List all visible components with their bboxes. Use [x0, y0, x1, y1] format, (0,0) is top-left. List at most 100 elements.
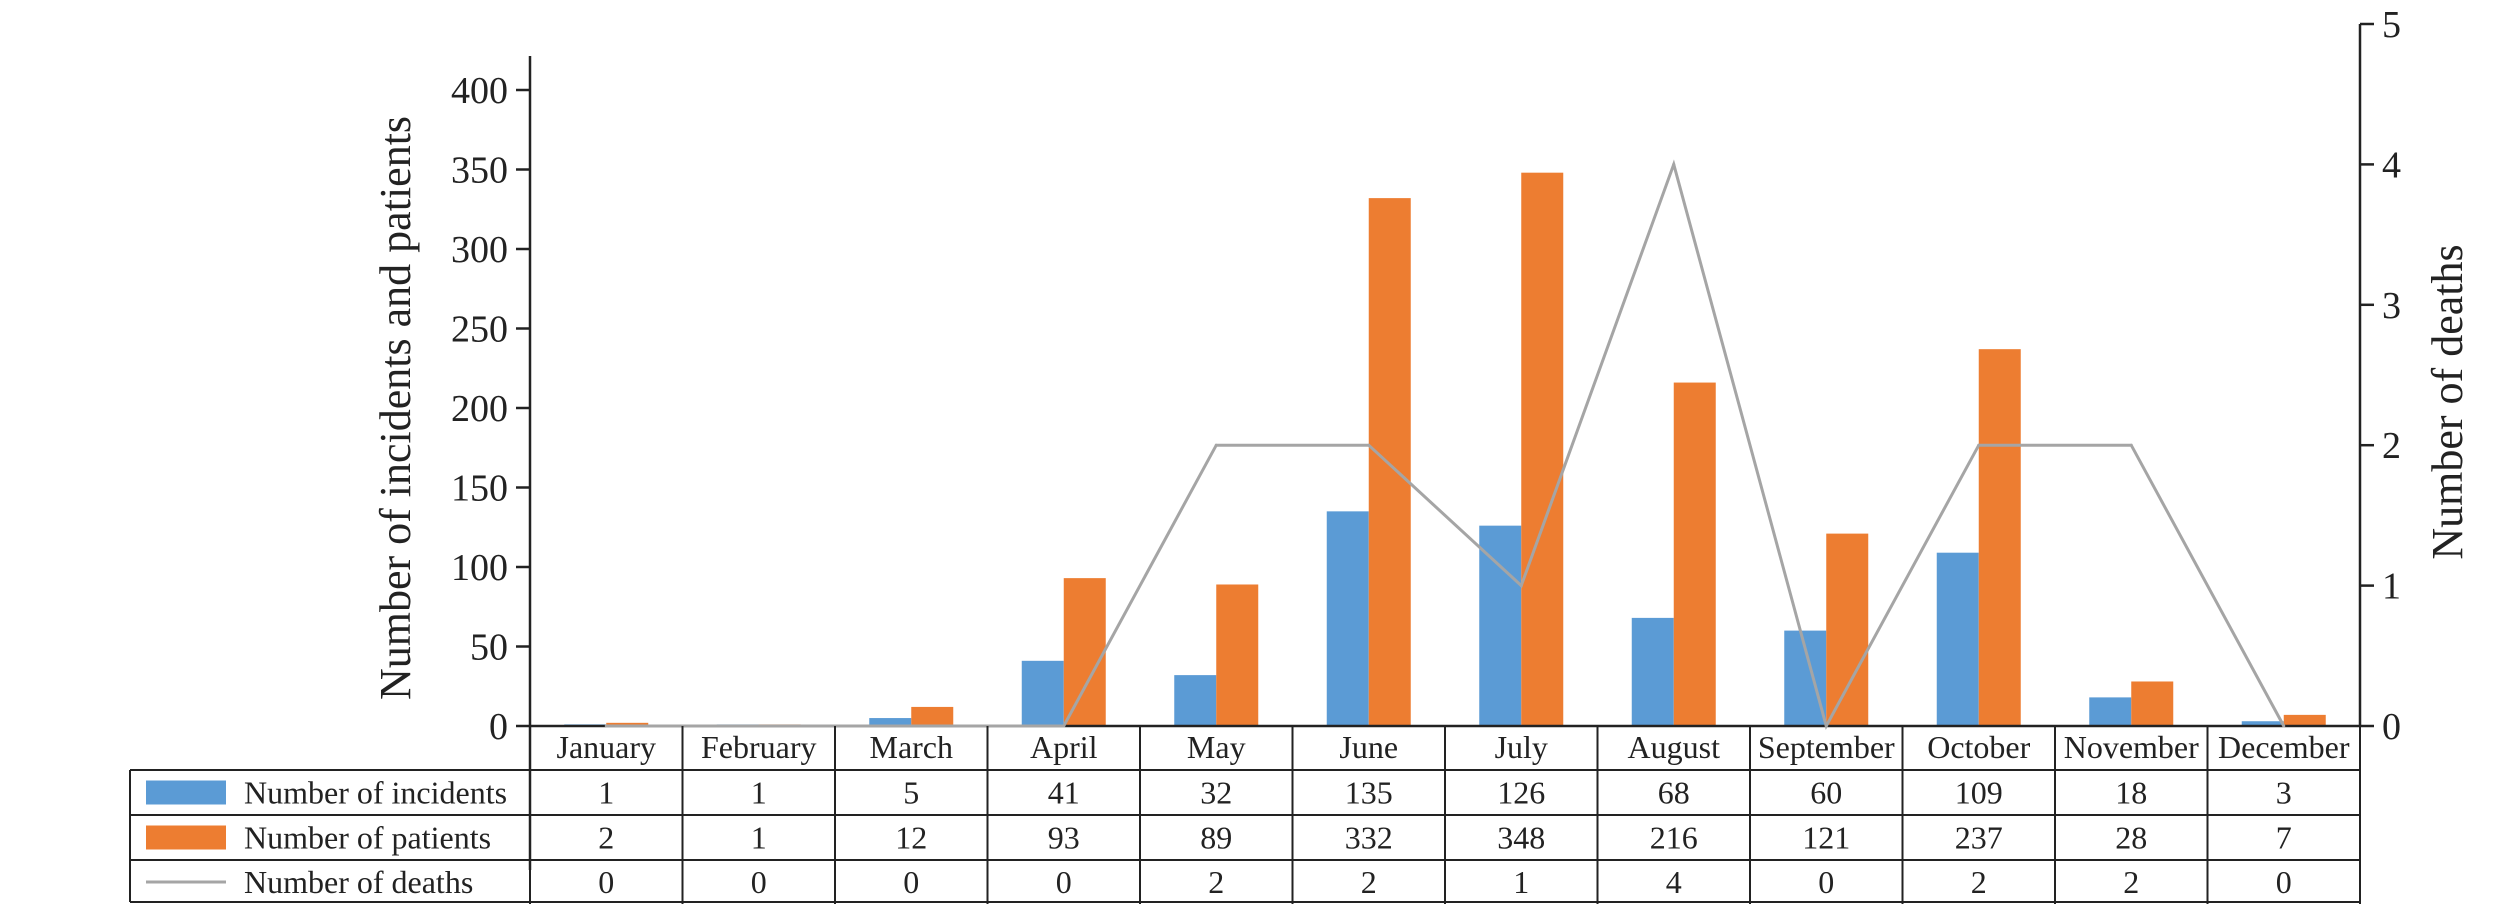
deaths-point	[909, 724, 913, 728]
table-cell: 216	[1650, 820, 1698, 856]
table-cell: 0	[751, 864, 767, 900]
table-cell: 0	[1056, 864, 1072, 900]
y-axis-title: Number of incidents and patients	[371, 116, 420, 700]
y2-tick-label: 2	[2382, 425, 2401, 467]
table-cell: 4	[1666, 864, 1682, 900]
bar-patients	[1978, 349, 2021, 726]
bar-incidents	[1631, 617, 1674, 726]
table-cell: 0	[1818, 864, 1834, 900]
table-cell: 0	[2276, 864, 2292, 900]
table-cell: 60	[1810, 775, 1842, 811]
deaths-point	[1214, 443, 1218, 447]
table-cell: 135	[1345, 775, 1393, 811]
table-cell: 68	[1658, 775, 1690, 811]
table-cell: 93	[1048, 820, 1080, 856]
table-cell: 1	[598, 775, 614, 811]
y-tick-label: 100	[451, 547, 508, 589]
x-category-label: August	[1628, 729, 1721, 765]
bar-incidents	[1479, 525, 1522, 726]
deaths-point	[1824, 724, 1828, 728]
bar-patients	[1673, 382, 1716, 726]
x-category-label: March	[869, 729, 953, 765]
bar-incidents	[1021, 660, 1064, 726]
y2-tick-label: 1	[2382, 566, 2401, 608]
legend-label: Number of incidents	[244, 775, 507, 811]
bar-incidents	[2089, 697, 2132, 726]
table-cell: 89	[1200, 820, 1232, 856]
bar-incidents	[2241, 721, 2284, 726]
table-cell: 41	[1048, 775, 1080, 811]
y2-axis-title: Number of deaths	[2423, 244, 2472, 559]
bar-patients	[911, 706, 954, 726]
bar-patients	[1521, 172, 1564, 726]
table-cell: 1	[1513, 864, 1529, 900]
deaths-point	[1062, 724, 1066, 728]
deaths-point	[1977, 443, 1981, 447]
bar-patients	[1368, 198, 1411, 726]
bar-incidents	[869, 718, 912, 726]
table-cell: 2	[1971, 864, 1987, 900]
deaths-point	[604, 724, 608, 728]
legend-swatch	[146, 825, 226, 850]
table-cell: 2	[2123, 864, 2139, 900]
y-tick-label: 300	[451, 229, 508, 271]
y-tick-label: 250	[451, 309, 508, 351]
x-category-label: February	[701, 729, 817, 765]
x-category-label: December	[2218, 729, 2350, 765]
y-tick-label: 400	[451, 70, 508, 112]
y2-tick-label: 0	[2382, 706, 2401, 748]
table-cell: 332	[1345, 820, 1393, 856]
y2-tick-label: 3	[2382, 285, 2401, 327]
table-cell: 2	[1208, 864, 1224, 900]
y-tick-label: 200	[451, 388, 508, 430]
x-category-label: November	[2064, 729, 2199, 765]
table-cell: 2	[598, 820, 614, 856]
table-cell: 12	[895, 820, 927, 856]
table-cell: 7	[2276, 820, 2292, 856]
bar-patients	[1216, 584, 1259, 726]
x-category-label: May	[1187, 729, 1246, 765]
x-category-label: July	[1495, 729, 1548, 765]
deaths-point	[2129, 443, 2133, 447]
deaths-line	[606, 159, 2286, 731]
table-cell: 237	[1955, 820, 2003, 856]
legend-swatch	[146, 780, 226, 805]
legend-label: Number of deaths	[244, 864, 473, 900]
table-cell: 18	[2115, 775, 2147, 811]
table-cell: 126	[1497, 775, 1545, 811]
x-category-label: April	[1030, 729, 1098, 765]
table-cell: 0	[598, 864, 614, 900]
bar-incidents	[1174, 675, 1217, 726]
table-cell: 0	[903, 864, 919, 900]
x-category-label: June	[1339, 729, 1398, 765]
table-cell: 121	[1802, 820, 1850, 856]
y2-tick-label: 5	[2382, 4, 2401, 46]
table-cell: 5	[903, 775, 919, 811]
table-cell: 109	[1955, 775, 2003, 811]
table-cell: 3	[2276, 775, 2292, 811]
x-category-label: September	[1758, 729, 1895, 765]
bar-incidents	[1326, 511, 1369, 726]
bar-patients	[2283, 714, 2326, 726]
y-tick-label: 50	[470, 627, 508, 669]
deaths-point	[757, 724, 761, 728]
table-cell: 2	[1361, 864, 1377, 900]
deaths-point	[1367, 443, 1371, 447]
x-category-label: October	[1927, 729, 2030, 765]
bar-patients	[1826, 533, 1869, 726]
deaths-point	[2282, 724, 2286, 728]
deaths-point	[1672, 162, 1676, 166]
table-cell: 28	[2115, 820, 2147, 856]
table-cell: 348	[1497, 820, 1545, 856]
table-cell: 1	[751, 775, 767, 811]
table-cell: 32	[1200, 775, 1232, 811]
y-tick-label: 0	[489, 706, 508, 748]
bar-incidents	[1936, 552, 1979, 726]
y2-tick-label: 4	[2382, 144, 2401, 186]
y-tick-label: 350	[451, 150, 508, 192]
y-tick-label: 150	[451, 468, 508, 510]
bar-patients	[1063, 578, 1106, 726]
legend-label: Number of patients	[244, 820, 491, 856]
